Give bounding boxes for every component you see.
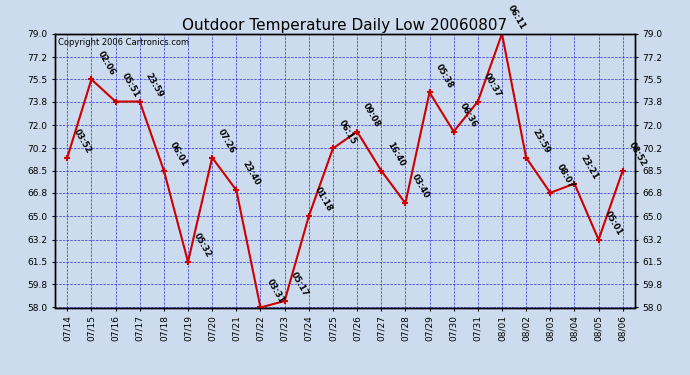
Title: Outdoor Temperature Daily Low 20060807: Outdoor Temperature Daily Low 20060807 <box>182 18 508 33</box>
Text: 05:17: 05:17 <box>289 271 310 298</box>
Text: 03:31: 03:31 <box>265 277 286 305</box>
Text: 02:06: 02:06 <box>96 49 117 76</box>
Text: 03:52: 03:52 <box>72 127 92 155</box>
Text: 06:15: 06:15 <box>337 118 358 146</box>
Text: 08:52: 08:52 <box>627 140 648 168</box>
Text: 06:11: 06:11 <box>506 3 527 31</box>
Text: 00:37: 00:37 <box>482 71 503 99</box>
Text: 06:36: 06:36 <box>458 101 479 129</box>
Text: 05:01: 05:01 <box>603 209 624 237</box>
Text: 05:38: 05:38 <box>434 62 455 90</box>
Text: 16:40: 16:40 <box>386 140 406 168</box>
Text: 06:01: 06:01 <box>168 140 189 168</box>
Text: 07:26: 07:26 <box>217 127 237 155</box>
Text: 23:59: 23:59 <box>531 127 551 155</box>
Text: 08:07: 08:07 <box>555 163 575 190</box>
Text: 23:21: 23:21 <box>579 153 600 181</box>
Text: 05:51: 05:51 <box>120 71 141 99</box>
Text: 23:59: 23:59 <box>144 71 165 99</box>
Text: 01:18: 01:18 <box>313 186 334 213</box>
Text: Copyright 2006 Cartronics.com: Copyright 2006 Cartronics.com <box>58 38 189 47</box>
Text: 09:08: 09:08 <box>362 101 382 129</box>
Text: 23:40: 23:40 <box>241 160 262 188</box>
Text: 05:32: 05:32 <box>193 231 213 259</box>
Text: 03:40: 03:40 <box>410 173 431 200</box>
